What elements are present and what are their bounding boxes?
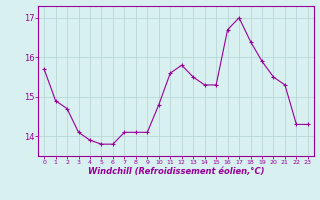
X-axis label: Windchill (Refroidissement éolien,°C): Windchill (Refroidissement éolien,°C) — [88, 167, 264, 176]
